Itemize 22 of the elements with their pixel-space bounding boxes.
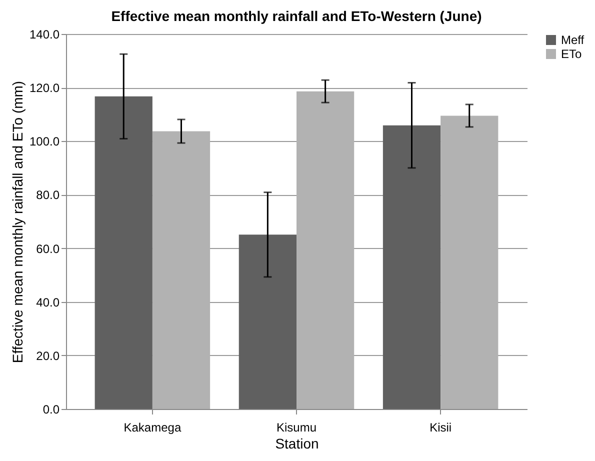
legend-label: Meff: [561, 33, 585, 47]
y-tick-label: 80.0: [36, 188, 60, 202]
bar: [382, 125, 441, 409]
x-tick-label: Kakamega: [124, 420, 182, 434]
bar: [152, 131, 210, 409]
y-tick-label: 0.0: [42, 402, 60, 416]
bar: [94, 96, 152, 409]
bar: [238, 234, 296, 409]
x-tick-label: Kisii: [430, 420, 452, 434]
bar: [440, 116, 498, 409]
y-tick-label: 20.0: [36, 348, 60, 363]
y-tick-label: 100.0: [29, 134, 60, 149]
legend-label: ETo: [561, 47, 582, 61]
bar: [296, 91, 354, 409]
y-tick-label: 120.0: [29, 81, 60, 96]
chart-title: Effective mean monthly rainfall and ETo-Western (June): [111, 8, 482, 24]
x-axis-title: Station: [275, 436, 319, 452]
x-tick-label: Kisumu: [276, 420, 317, 434]
y-axis-title: Effective mean monthly rainfall and ETo (mm): [9, 80, 26, 364]
y-tick-label: 40.0: [36, 295, 60, 310]
y-tick-label: 140.0: [29, 28, 60, 42]
y-tick-label: 60.0: [36, 242, 60, 256]
